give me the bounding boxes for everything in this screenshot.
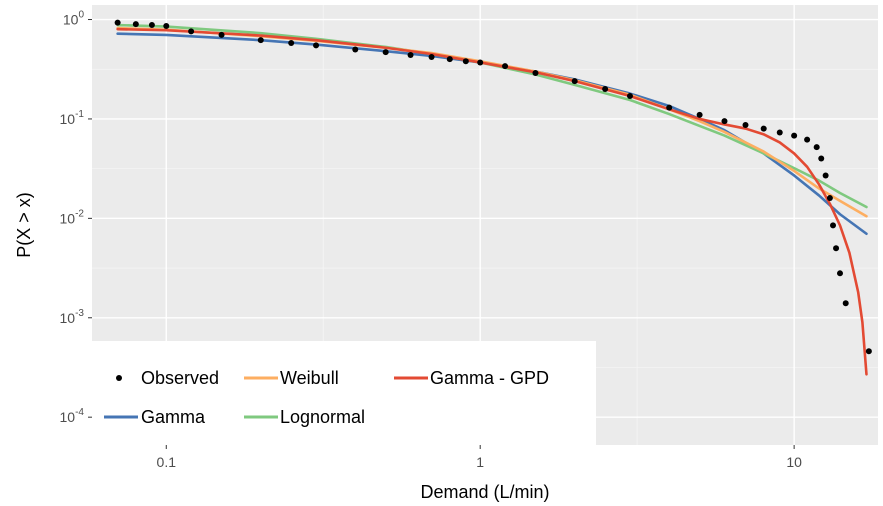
legend: Observed Weibull Gamma - GPD Gamma Logno… (92, 341, 596, 445)
observed-points (114, 19, 872, 355)
observed-point (666, 104, 673, 111)
legend-background (92, 341, 596, 445)
observed-point (571, 78, 578, 85)
legend-item-lognormal: Lognormal (244, 407, 365, 427)
y-tick-label: 10-4 (60, 407, 85, 425)
observed-point (826, 195, 833, 202)
y-tick-label: 10-3 (60, 308, 85, 326)
y-tick-label: 10-2 (60, 208, 85, 226)
legend-label-gamma-gpd: Gamma - GPD (430, 368, 549, 388)
observed-point (148, 22, 155, 29)
observed-point (865, 348, 872, 355)
observed-point (218, 31, 225, 38)
series-lines (116, 23, 868, 376)
observed-point (721, 118, 728, 125)
observed-point (696, 111, 703, 118)
x-axis-title: Demand (L/min) (420, 482, 549, 502)
y-tick-label: 100 (63, 10, 85, 28)
observed-point (407, 51, 414, 58)
observed-point (352, 46, 359, 53)
observed-point (833, 245, 840, 252)
line-lognormal (116, 23, 868, 209)
legend-item-observed: Observed (116, 368, 219, 388)
y-axis: 100 10-1 10-2 10-3 10-4 (60, 10, 92, 425)
x-axis: 0.1 1 10 (157, 445, 802, 470)
y-tick-label: 10-1 (60, 109, 85, 127)
observed-point (602, 86, 609, 93)
observed-point (132, 21, 139, 28)
observed-point (818, 155, 825, 162)
observed-point (462, 58, 469, 65)
observed-point (502, 63, 509, 70)
legend-label-weibull: Weibull (280, 368, 339, 388)
observed-point (446, 56, 453, 63)
x-tick-label: 1 (476, 454, 484, 470)
line-gamma-gpd (116, 27, 868, 376)
y-axis-title: P(X > x) (14, 192, 34, 258)
observed-point (477, 59, 484, 66)
x-tick-label: 10 (786, 454, 802, 470)
legend-label-lognormal: Lognormal (280, 407, 365, 427)
observed-point (837, 270, 843, 277)
observed-point (382, 49, 389, 56)
observed-point (822, 172, 829, 179)
legend-label-gamma: Gamma (141, 407, 206, 427)
observed-point (742, 121, 749, 128)
legend-label-observed: Observed (141, 368, 219, 388)
legend-key-observed (116, 375, 122, 381)
observed-point (288, 40, 295, 47)
observed-point (163, 23, 170, 30)
observed-point (626, 93, 633, 100)
observed-point (760, 125, 767, 132)
observed-point (842, 300, 849, 307)
observed-point (313, 42, 320, 49)
observed-point (257, 37, 264, 44)
x-tick-label: 0.1 (157, 454, 177, 470)
observed-point (532, 69, 539, 76)
legend-item-weibull: Weibull (244, 368, 339, 388)
observed-point (188, 28, 195, 35)
legend-item-gamma: Gamma (104, 407, 206, 427)
observed-point (428, 53, 435, 60)
observed-point (776, 129, 783, 136)
observed-point (114, 19, 121, 26)
observed-point (830, 222, 837, 229)
legend-item-gamma-gpd: Gamma - GPD (394, 368, 549, 388)
observed-point (804, 136, 811, 143)
observed-point (791, 132, 798, 139)
observed-point (813, 144, 820, 151)
